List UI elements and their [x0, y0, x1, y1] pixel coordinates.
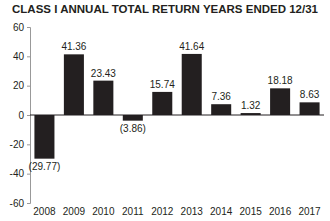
- x-tick-label: 2017: [298, 206, 321, 217]
- data-label: 1.32: [241, 100, 261, 111]
- x-tick-label: 2013: [181, 206, 204, 217]
- y-tick: 40: [13, 51, 30, 62]
- y-tick-label: -40: [10, 168, 25, 179]
- y-tick: -40: [10, 168, 30, 179]
- y-tick: -60: [10, 198, 30, 209]
- y-tick: -20: [10, 139, 30, 150]
- y-tick-label: -60: [10, 198, 25, 209]
- x-tick-label: 2016: [269, 206, 292, 217]
- bar: [152, 92, 172, 115]
- plot: -60 -40 -20 0 20 40 60 2008 2009 2010 2011 2012 2013…: [10, 22, 324, 217]
- y-tick-label: -20: [10, 139, 25, 150]
- x-tick: 2014: [210, 203, 233, 217]
- x-tick: 2015: [240, 203, 263, 217]
- bar: [34, 115, 54, 159]
- x-tick: 2016: [269, 203, 292, 217]
- data-label: 7.36: [211, 91, 231, 102]
- x-tick: 2013: [181, 203, 204, 217]
- x-tick: 2010: [92, 203, 115, 217]
- title: CLASS I ANNUAL TOTAL RETURN YEARS ENDED …: [12, 4, 318, 15]
- data-label: 41.64: [179, 41, 204, 52]
- y-tick-mark: [27, 56, 30, 57]
- y-tick-label: 0: [18, 110, 24, 121]
- bar: [64, 54, 84, 115]
- x-tick-label: 2012: [151, 206, 174, 217]
- y-axis: -60 -40 -20 0 20 40 60: [10, 22, 31, 209]
- data-label: (3.86): [120, 123, 146, 134]
- x-tick-label: 2011: [122, 206, 144, 217]
- y-tick: 20: [13, 80, 30, 91]
- bar: [93, 81, 113, 115]
- y-tick-mark: [27, 203, 30, 204]
- x-tick: 2008: [33, 203, 56, 217]
- chart: CLASS I ANNUAL TOTAL RETURN YEARS ENDED …: [0, 0, 330, 221]
- baseline: [30, 115, 324, 116]
- x-tick: 2009: [63, 203, 86, 217]
- y-tick: 0: [18, 110, 30, 121]
- y-tick-mark: [27, 115, 30, 116]
- data-label: 8.63: [300, 89, 320, 100]
- x-tick: 2017: [298, 203, 321, 217]
- y-tick-mark: [27, 27, 30, 28]
- bar: [211, 104, 231, 115]
- y-tick-label: 60: [13, 22, 25, 33]
- x-tick-label: 2009: [63, 206, 86, 217]
- data-labels: (29.77) 41.36 23.43 (3.86) 15.74 41.64 7.36 1.3…: [29, 41, 320, 172]
- x-tick-label: 2014: [210, 206, 233, 217]
- x-tick: 2012: [151, 203, 174, 217]
- y-tick-label: 40: [13, 51, 25, 62]
- x-tick-label: 2010: [92, 206, 115, 217]
- data-label: 15.74: [150, 79, 175, 90]
- y-tick-label: 20: [13, 80, 25, 91]
- bar: [182, 54, 202, 115]
- bars: [34, 54, 319, 159]
- data-label: (29.77): [29, 161, 61, 172]
- x-tick-label: 2015: [240, 206, 263, 217]
- data-label: 41.36: [61, 41, 86, 52]
- y-axis-line: [27, 28, 31, 204]
- bar: [270, 88, 290, 115]
- x-axis: 2008 2009 2010 2011 2012 2013 2014 2015 2016 2017: [33, 203, 321, 217]
- y-tick: 60: [13, 22, 30, 33]
- data-label: 23.43: [91, 68, 116, 79]
- y-tick-mark: [27, 174, 30, 175]
- x-tick: 2011: [122, 203, 144, 217]
- bar: [300, 102, 320, 115]
- x-tick-label: 2008: [33, 206, 56, 217]
- y-tick-mark: [27, 144, 30, 145]
- bar: [123, 115, 143, 121]
- y-tick-mark: [27, 86, 30, 87]
- data-label: 18.18: [268, 75, 293, 86]
